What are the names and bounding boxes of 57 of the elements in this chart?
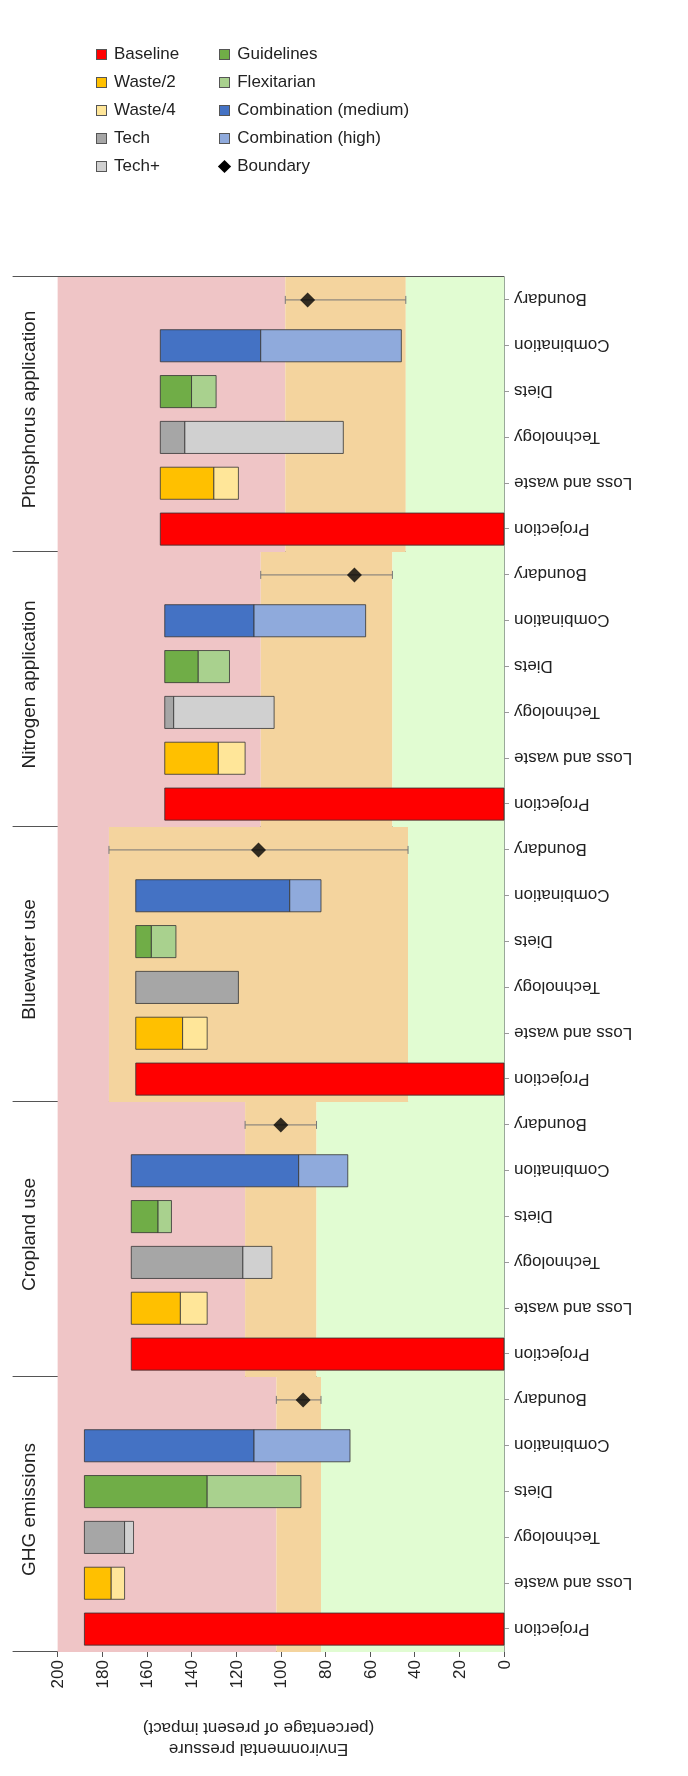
legend-label: Combination (high) (237, 128, 381, 148)
y-tick-label: Loss and waste (514, 1023, 633, 1043)
legend-label: Guidelines (237, 44, 318, 64)
y-tick-label: Combination (514, 611, 610, 631)
y-tick-label: Loss and waste (514, 1573, 633, 1593)
y-tick-label: Loss and waste (514, 1298, 633, 1318)
y-tick-label: Combination (514, 1161, 610, 1181)
legend-label: Tech+ (114, 156, 160, 176)
x-tick-label: 200 (48, 1660, 68, 1689)
x-tick-label: 80 (315, 1660, 335, 1679)
y-tick-label: Projection (514, 519, 590, 539)
text: Bluewater use (18, 899, 39, 1020)
text: Cropland use (18, 1177, 39, 1292)
legend-label: Combination (medium) (237, 100, 410, 120)
y-tick-label: Technology (513, 1252, 601, 1272)
y-tick-label: Technology (513, 1527, 601, 1547)
y-tick-label: Diets (514, 932, 553, 952)
y-tick-label: Technology (513, 427, 601, 447)
y-tick-label: Combination (514, 1436, 610, 1456)
legend-label: Tech (114, 128, 150, 148)
text: Phosphorus application (18, 310, 39, 509)
y-tick-label: Technology (513, 977, 601, 997)
legend-label: Flexitarian (237, 72, 316, 92)
y-tick-label: Combination (514, 336, 610, 356)
y-tick-label: Projection (514, 794, 590, 814)
x-tick-label: 140 (182, 1660, 202, 1689)
y-tick-label: Combination (514, 886, 610, 906)
legend-label: Boundary (237, 156, 310, 176)
x-tick-label: 160 (137, 1660, 157, 1689)
legend-label: Baseline (114, 44, 180, 64)
y-tick-label: Boundary (513, 1115, 587, 1135)
x-tick-label: 180 (92, 1660, 112, 1689)
x-tick-label: 120 (226, 1660, 246, 1689)
y-tick-label: Diets (514, 1207, 553, 1227)
x-tick-label: 40 (405, 1660, 425, 1679)
y-tick-label: Diets (514, 1482, 553, 1502)
text: Nitrogen application (18, 600, 39, 769)
y-tick-label: Boundary (513, 1390, 587, 1410)
y-tick-label: Loss and waste (514, 748, 633, 768)
y-tick-label: Diets (514, 382, 553, 402)
text: GHG emissions (18, 1442, 39, 1577)
y-tick-label: Boundary (513, 565, 587, 585)
y-tick-label: Boundary (513, 840, 587, 860)
y-tick-label: Technology (513, 702, 601, 722)
y-tick-label: Loss and waste (514, 473, 633, 493)
y-tick-label: Boundary (513, 290, 587, 310)
x-tick-label: 60 (360, 1660, 380, 1679)
x-axis-title: Environmental pressure (percentage of present impact) (142, 1719, 375, 1759)
y-tick-label: Projection (514, 1069, 590, 1089)
x-tick-label: 100 (271, 1660, 291, 1689)
legend-label: Waste/4 (114, 100, 176, 120)
legend-label: Waste/2 (114, 72, 176, 92)
y-tick-label: Projection (514, 1344, 590, 1364)
y-tick-label: Diets (514, 657, 553, 677)
x-tick-label: 0 (494, 1660, 514, 1670)
y-tick-label: Projection (514, 1619, 590, 1639)
x-tick-label: 20 (449, 1660, 469, 1679)
